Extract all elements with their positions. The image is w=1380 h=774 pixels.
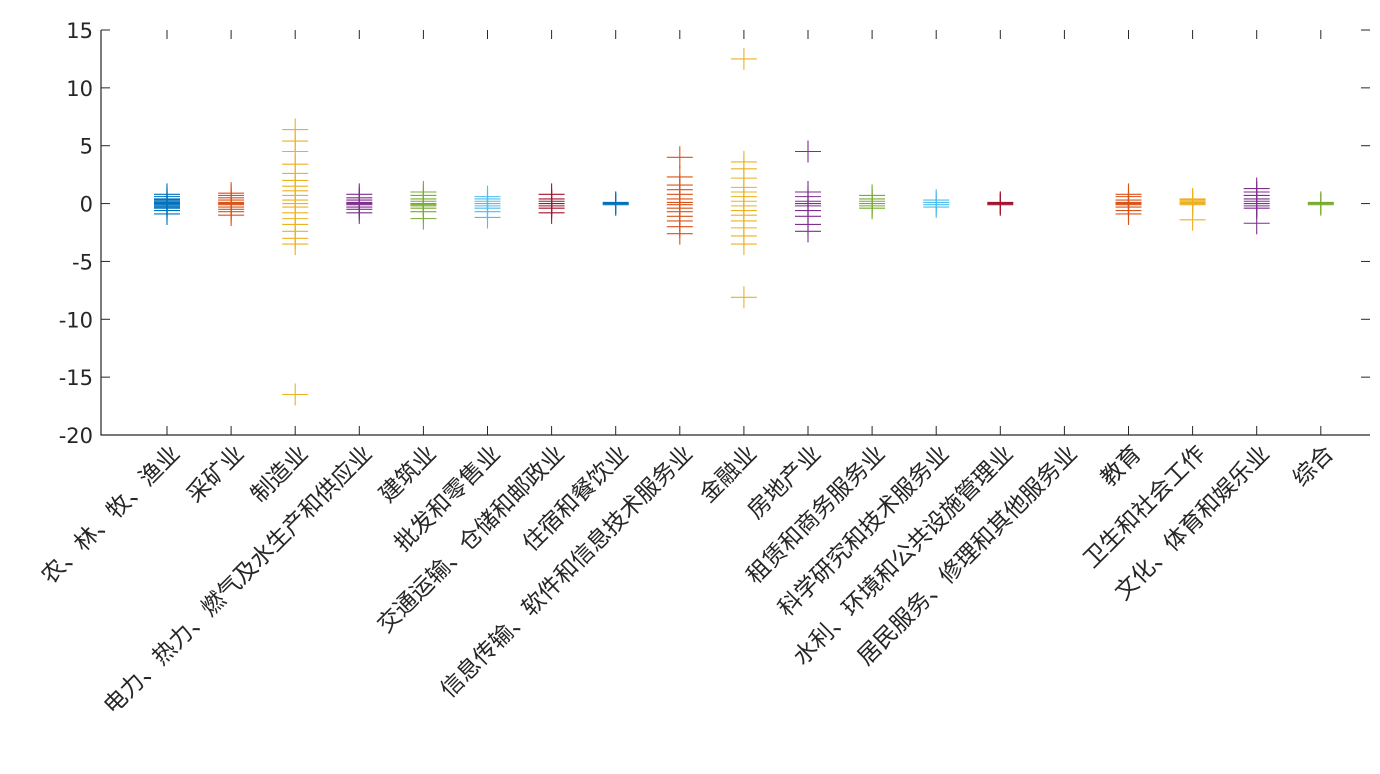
data-marks bbox=[154, 47, 1334, 406]
plus-marker bbox=[474, 185, 501, 208]
plus-marker bbox=[859, 184, 886, 207]
plus-marker bbox=[538, 183, 565, 206]
category-series bbox=[1115, 183, 1142, 225]
y-tick-label: -10 bbox=[59, 308, 93, 332]
plus-marker bbox=[410, 181, 437, 203]
y-tick-label: 5 bbox=[80, 135, 93, 159]
category-series bbox=[1307, 191, 1334, 216]
category-series bbox=[923, 189, 950, 219]
plus-marker bbox=[795, 181, 821, 203]
x-tick-label: 农、林、牧、渔业 bbox=[37, 441, 185, 589]
category-series bbox=[666, 146, 693, 245]
plus-marker bbox=[282, 383, 309, 406]
category-series bbox=[602, 191, 629, 216]
plus-marker bbox=[602, 191, 629, 214]
plus-marker bbox=[795, 140, 821, 163]
category-series bbox=[538, 183, 565, 224]
plus-marker bbox=[1179, 187, 1206, 210]
category-series bbox=[1179, 187, 1206, 231]
axis-frame bbox=[100, 30, 1370, 436]
plus-marker bbox=[1307, 191, 1334, 214]
category-series bbox=[859, 184, 886, 220]
plus-marker bbox=[282, 118, 309, 141]
y-tick-labels: 15 10 5 0 -5 -10 -15 -20 bbox=[59, 19, 93, 448]
plus-marker bbox=[346, 183, 373, 206]
plus-marker bbox=[730, 47, 757, 70]
x-tick-label: 采矿业 bbox=[182, 441, 249, 508]
plus-marker bbox=[218, 182, 245, 205]
plus-marker bbox=[730, 150, 757, 173]
plus-marker bbox=[154, 183, 180, 206]
plus-marker bbox=[730, 286, 757, 309]
axes bbox=[100, 29, 1370, 436]
y-tick-label: 15 bbox=[66, 19, 93, 43]
x-tick-labels: 农、林、牧、渔业采矿业制造业电力、热力、燃气及水生产和供应业建筑业批发和零售业交… bbox=[37, 441, 1339, 720]
category-series bbox=[474, 185, 501, 229]
category-series bbox=[154, 183, 180, 225]
plus-marker bbox=[1115, 183, 1142, 206]
y-tick-label: -20 bbox=[59, 424, 93, 448]
x-tick-label: 教育 bbox=[1096, 441, 1147, 492]
category-series bbox=[1243, 177, 1270, 235]
y-tick-label: 10 bbox=[66, 77, 93, 101]
category-series bbox=[218, 182, 245, 227]
category-series bbox=[987, 191, 1014, 216]
category-series bbox=[730, 47, 757, 309]
y-tick-label: -5 bbox=[72, 250, 93, 274]
plus-marker bbox=[666, 165, 693, 188]
y-tick-label: -15 bbox=[59, 366, 93, 390]
category-series bbox=[282, 118, 309, 406]
plus-marker bbox=[1243, 177, 1270, 200]
y-tick-label: 0 bbox=[80, 193, 93, 217]
plus-marker bbox=[666, 146, 693, 169]
plus-marker bbox=[923, 189, 950, 212]
x-tick-label: 综合 bbox=[1288, 441, 1339, 492]
category-series bbox=[410, 181, 437, 230]
category-series bbox=[346, 183, 373, 224]
category-series bbox=[795, 140, 821, 243]
plus-marker bbox=[987, 191, 1014, 214]
